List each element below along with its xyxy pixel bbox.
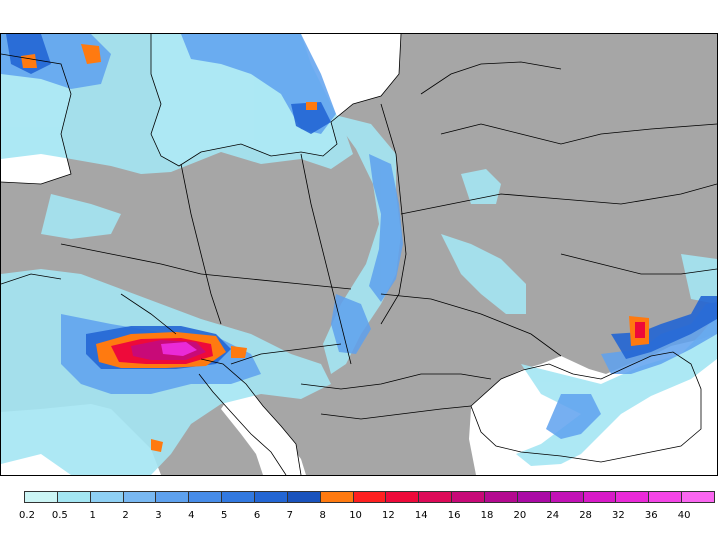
legend-label: 32 (612, 510, 625, 521)
precipitation-legend (24, 491, 715, 505)
legend-label: 6 (253, 510, 261, 521)
legend-swatch (56, 491, 91, 503)
legend-swatch (89, 491, 124, 503)
map-canvas (1, 34, 717, 475)
legend-swatch (385, 491, 420, 503)
precipitation-intense (21, 44, 649, 452)
legend-label: 40 (677, 510, 691, 521)
legend-label: 0.5 (51, 510, 68, 521)
legend-label: 0.2 (19, 510, 35, 521)
legend-swatch (451, 491, 485, 503)
legend-swatch (122, 491, 157, 503)
legend-label: 7 (286, 510, 294, 521)
legend-swatch (352, 491, 387, 503)
legend-label: 10 (349, 510, 362, 521)
legend-swatch (188, 491, 223, 503)
legend-swatch (549, 491, 584, 503)
legend-label: 16 (447, 510, 461, 521)
legend-label: 28 (579, 510, 592, 521)
legend-label: 18 (480, 510, 494, 521)
legend-label: 20 (513, 510, 527, 521)
legend-label: 24 (546, 510, 560, 521)
legend-label: 14 (414, 510, 428, 521)
legend-swatch (681, 491, 715, 503)
legend-swatch (221, 491, 255, 503)
legend-swatch (484, 491, 518, 503)
legend-swatch (418, 491, 453, 503)
legend-label: 5 (220, 510, 228, 521)
legend-swatch (319, 491, 354, 503)
legend-label: 12 (382, 510, 395, 521)
legend-swatch (286, 491, 321, 503)
legend-swatch (648, 491, 683, 503)
legend-swatch (615, 491, 650, 503)
legend-label: 4 (188, 510, 195, 521)
legend-label: 8 (319, 510, 326, 521)
legend-swatch (155, 491, 190, 503)
legend-label: 1 (89, 510, 96, 521)
legend-swatch (582, 491, 617, 503)
legend-swatch (24, 491, 58, 503)
borders (1, 34, 717, 475)
legend-label: 36 (644, 510, 658, 521)
precipitation-map (0, 33, 718, 476)
legend-swatch (254, 491, 288, 503)
legend-swatch (516, 491, 551, 503)
legend-label: 2 (122, 510, 129, 521)
legend-label: 3 (155, 510, 162, 521)
